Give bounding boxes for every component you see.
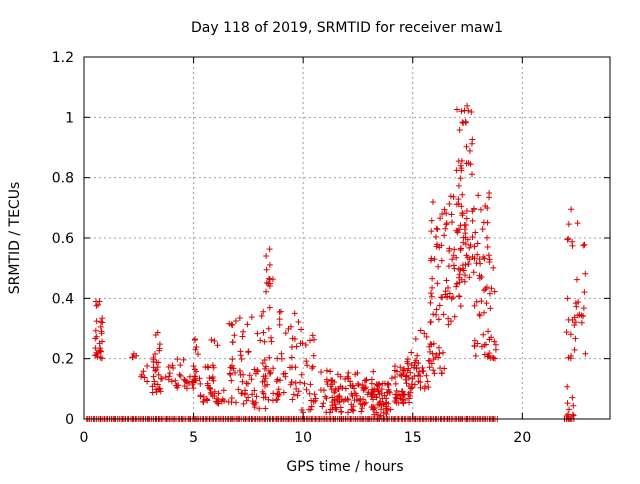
y-tick-label: 0	[65, 412, 74, 428]
x-tick-label: 5	[189, 430, 198, 446]
x-tick-label: 20	[513, 430, 531, 446]
y-tick-label: 1.2	[52, 50, 74, 66]
y-tick-label: 0.8	[52, 171, 74, 187]
x-tick-label: 0	[80, 430, 89, 446]
y-tick-label: 0.4	[52, 291, 74, 307]
y-tick-label: 0.2	[52, 352, 74, 368]
chart-title: Day 118 of 2019, SRMTID for receiver maw…	[191, 20, 503, 36]
chart-root: 0 5 10 15 20 0 0.2 0.4 0.6 0.8 1 1.2 Day 118 of 20…	[0, 0, 640, 480]
x-tick-label: 15	[404, 430, 422, 446]
x-axis-label: GPS time / hours	[286, 459, 403, 475]
scatter-chart: 0 5 10 15 20 0 0.2 0.4 0.6 0.8 1 1.2 Day 118 of 20…	[0, 0, 640, 480]
y-axis-label: SRMTID / TECUs	[7, 182, 23, 295]
y-tick-label: 0.6	[52, 231, 74, 247]
chart-background	[0, 0, 640, 480]
y-tick-label: 1	[65, 110, 74, 126]
x-tick-label: 10	[294, 430, 312, 446]
